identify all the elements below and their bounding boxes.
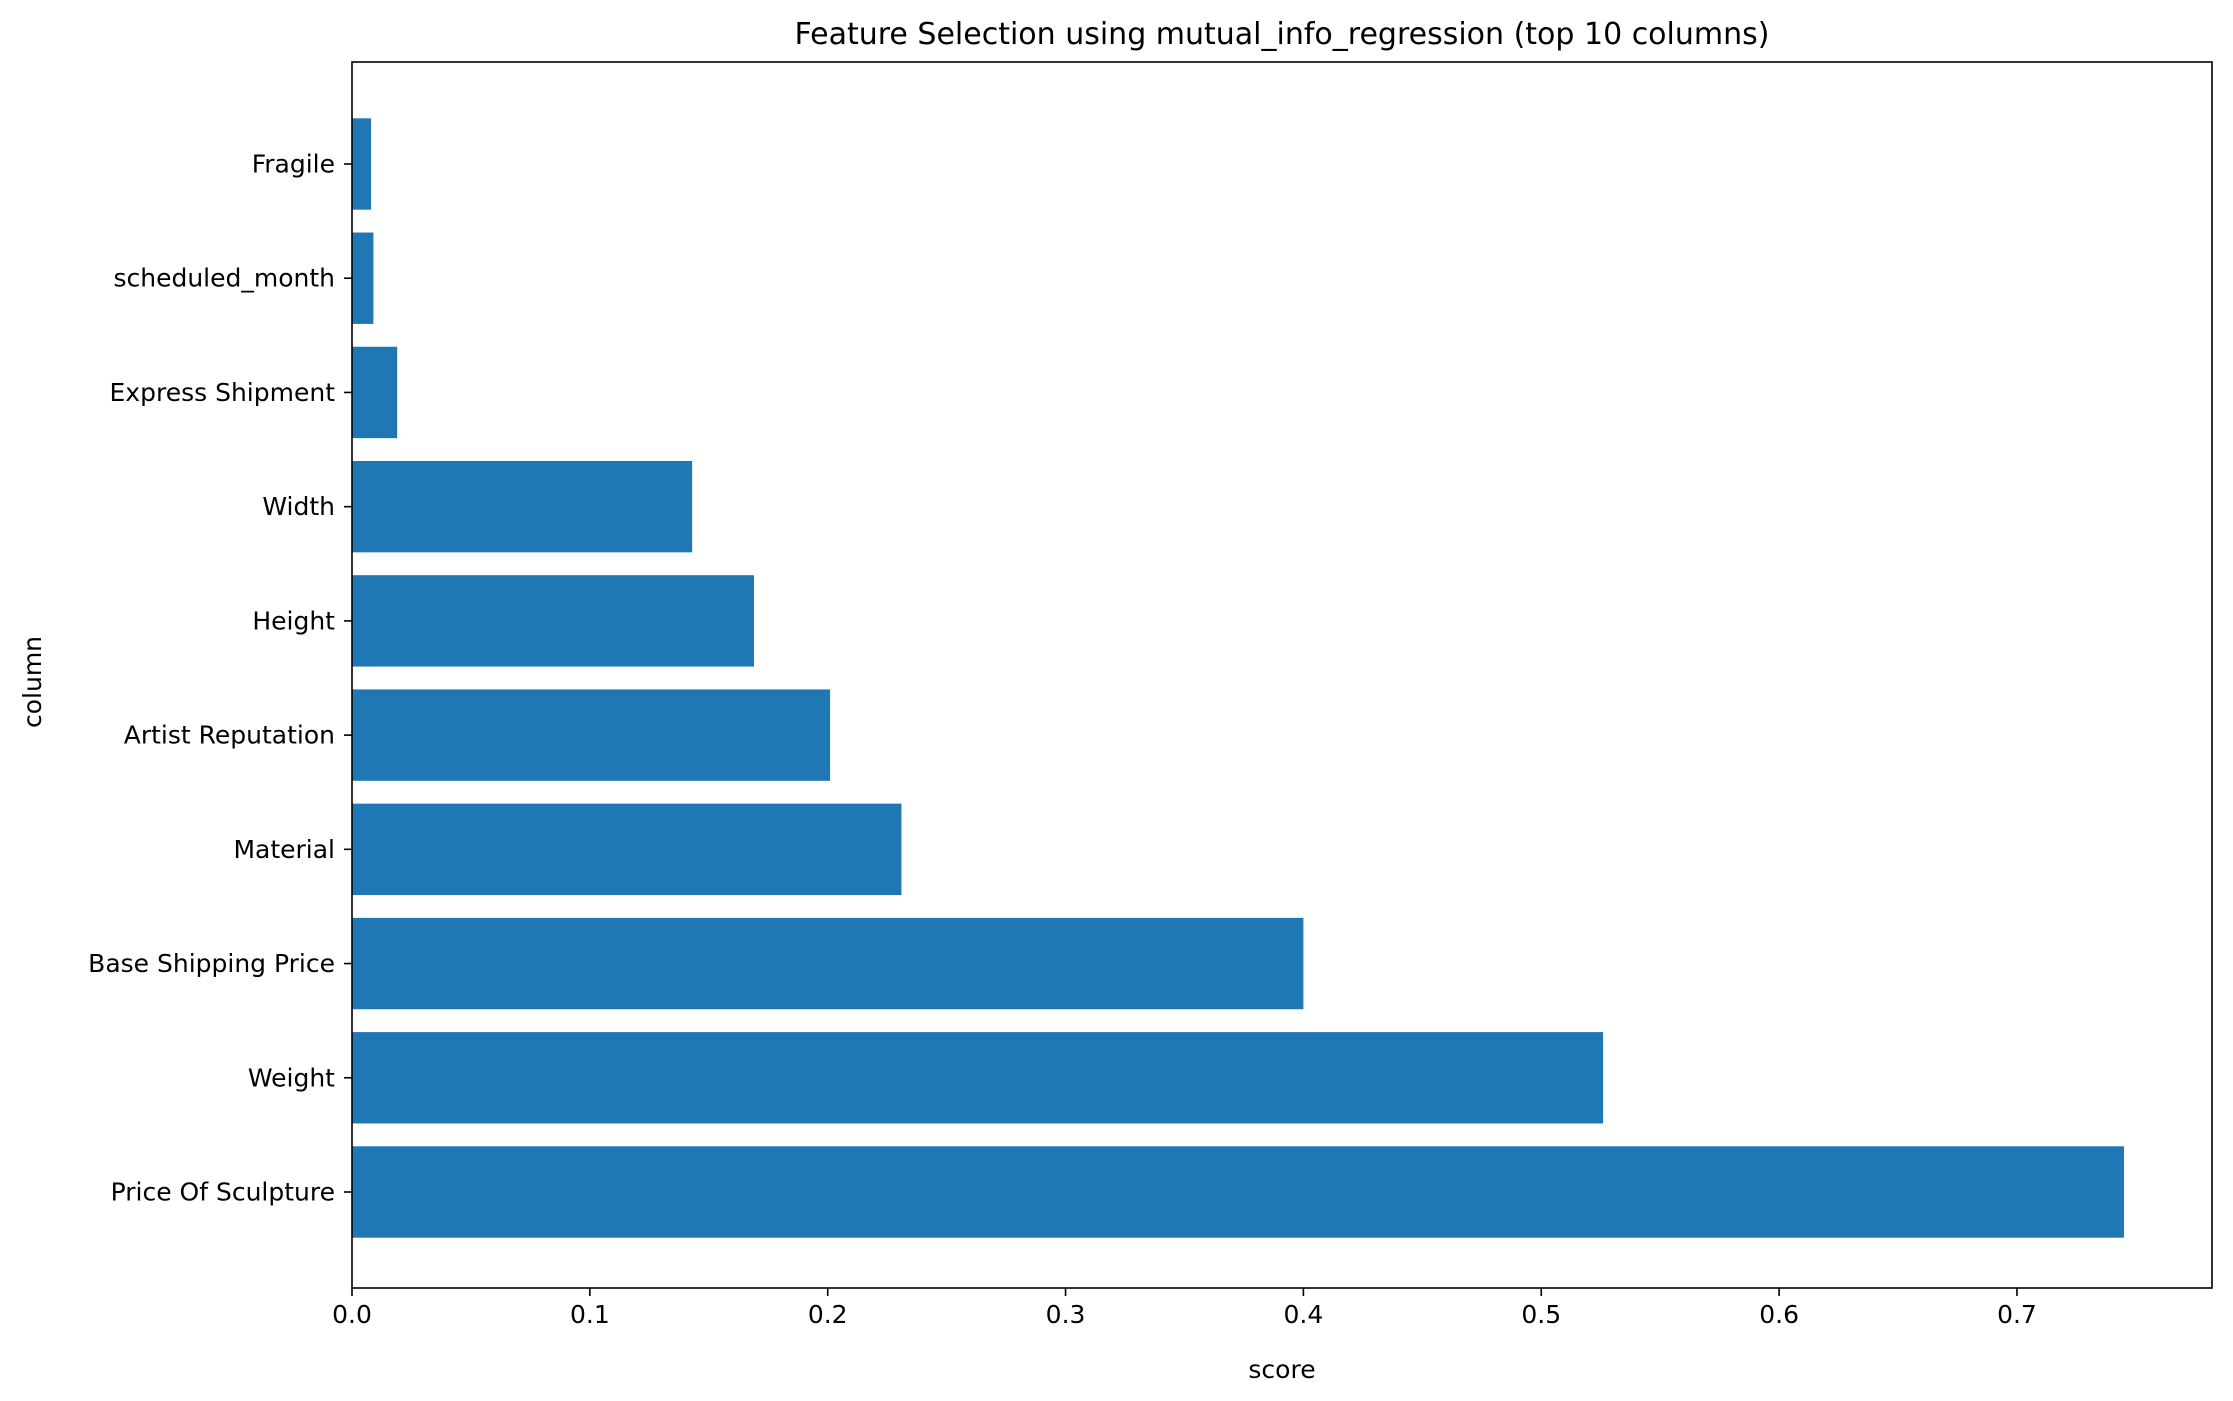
y-tick-label: Weight [248, 1063, 335, 1092]
x-tick-label: 0.7 [1997, 1300, 2037, 1329]
bar-0 [352, 1146, 2124, 1238]
bar-1 [352, 1032, 1604, 1124]
bars-group [352, 118, 2124, 1238]
y-axis-label: column [18, 636, 47, 728]
y-tick-label: scheduled_month [113, 264, 335, 293]
y-tick-label: Base Shipping Price [88, 949, 335, 978]
chart-title: Feature Selection using mutual_info_regr… [795, 17, 1770, 52]
bar-2 [352, 917, 1304, 1010]
y-axis-ticks: Price Of Sculpture Weight Base Shipping Pr… [88, 150, 352, 1207]
y-tick-label: Express Shipment [110, 378, 336, 407]
bar-5 [352, 575, 754, 667]
x-tick-label: 0.1 [570, 1300, 610, 1329]
bar-7 [352, 346, 398, 439]
x-axis-ticks: 0.0 0.1 0.2 0.3 0.4 0.5 0.6 0.7 [332, 1288, 2037, 1329]
y-tick-label: Artist Reputation [124, 721, 335, 750]
y-tick-label: Height [252, 606, 335, 635]
bar-8 [352, 232, 374, 324]
bar-4 [352, 689, 831, 781]
bar-6 [352, 460, 693, 553]
x-tick-label: 0.4 [1284, 1300, 1324, 1329]
x-axis-label: score [1248, 1355, 1315, 1384]
y-tick-label: Material [233, 835, 335, 864]
y-tick-label: Fragile [252, 150, 335, 179]
y-tick-label: Price Of Sculpture [111, 1178, 335, 1207]
x-tick-label: 0.3 [1046, 1300, 1086, 1329]
y-tick-label: Width [262, 492, 335, 521]
plot-frame [351, 61, 2213, 1289]
x-tick-label: 0.2 [808, 1300, 848, 1329]
bar-9 [352, 118, 372, 210]
x-tick-label: 0.5 [1521, 1300, 1561, 1329]
x-tick-label: 0.6 [1759, 1300, 1799, 1329]
bar-3 [352, 803, 902, 896]
x-tick-label: 0.0 [332, 1300, 372, 1329]
